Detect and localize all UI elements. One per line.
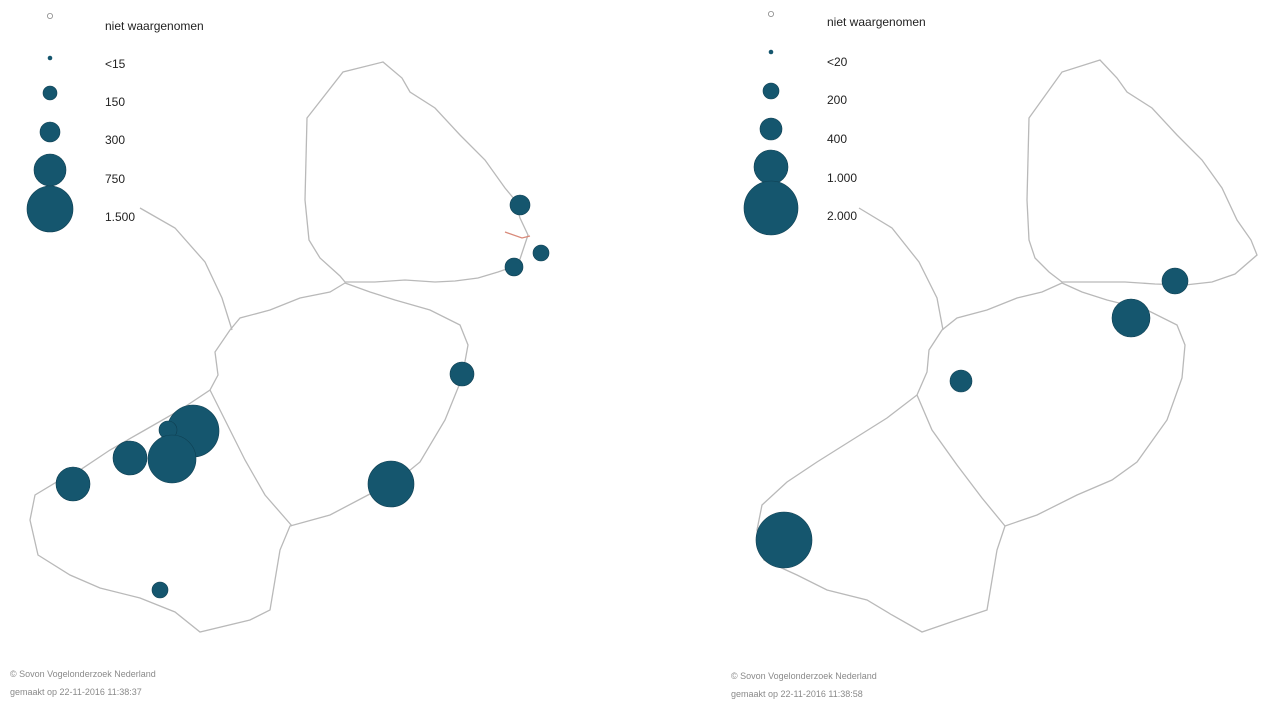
map-panel-left: niet waargenomen <15 150 300 750 1.500 bbox=[0, 0, 637, 702]
shore-highlight bbox=[504, 231, 531, 239]
polder-outline-north bbox=[1026, 59, 1258, 286]
copyright-credit: © Sovon Vogelonderzoek Nederland bbox=[731, 671, 877, 681]
map-canvas-left: niet waargenomen <15 150 300 750 1.500 bbox=[26, 12, 550, 633]
created-timestamp: gemaakt op 22-11-2016 11:38:37 bbox=[10, 687, 142, 697]
observation-markers-left bbox=[55, 194, 550, 599]
map-panel-right: niet waargenomen <20 200 400 1.000 2.000… bbox=[637, 0, 1275, 702]
legend-circle-icon bbox=[26, 185, 74, 233]
observation-marker[interactable] bbox=[55, 466, 91, 502]
observation-marker[interactable] bbox=[151, 581, 169, 599]
observation-marker[interactable] bbox=[147, 434, 197, 484]
coastline-west bbox=[139, 207, 233, 331]
legend-circle-icon bbox=[753, 149, 789, 185]
region-outlines bbox=[29, 61, 531, 633]
legend-label-class-1: <15 bbox=[105, 57, 126, 71]
legend-label-class-1: <20 bbox=[827, 55, 848, 69]
legend-label-class-3: 300 bbox=[105, 133, 125, 147]
legend-label-class-2: 150 bbox=[105, 95, 125, 109]
legend-left: niet waargenomen <15 150 300 750 1.500 bbox=[26, 12, 204, 233]
legend-label-class-4: 1.000 bbox=[827, 171, 857, 185]
legend-circle-icon bbox=[762, 82, 780, 100]
legend-not-observed-icon bbox=[767, 10, 774, 17]
created-timestamp: gemaakt op 22-11-2016 11:38:58 bbox=[731, 689, 863, 699]
observation-marker[interactable] bbox=[367, 460, 415, 508]
region-outlines bbox=[756, 59, 1258, 633]
polder-outline-north bbox=[304, 61, 529, 283]
polder-divider bbox=[916, 394, 1006, 527]
observation-marker[interactable] bbox=[504, 257, 524, 277]
observation-marker[interactable] bbox=[949, 369, 973, 393]
legend-circle-icon bbox=[39, 121, 61, 143]
observation-markers-right bbox=[755, 267, 1189, 569]
legend-circle-icon bbox=[42, 85, 58, 101]
observation-marker[interactable] bbox=[755, 511, 813, 569]
polder-outline-south bbox=[756, 282, 1186, 633]
legend-label-class-5: 2.000 bbox=[827, 209, 857, 223]
map-canvas-right: niet waargenomen <20 200 400 1.000 2.000 bbox=[743, 10, 1258, 633]
legend-circle-icon bbox=[33, 153, 67, 187]
legend-dot-icon bbox=[47, 55, 53, 61]
legend-label-class-2: 200 bbox=[827, 93, 847, 107]
observation-marker[interactable] bbox=[449, 361, 475, 387]
polder-outline-south bbox=[29, 282, 469, 633]
copyright-credit: © Sovon Vogelonderzoek Nederland bbox=[10, 669, 156, 679]
legend-label-not-observed: niet waargenomen bbox=[105, 19, 204, 33]
legend-right: niet waargenomen <20 200 400 1.000 2.000 bbox=[743, 10, 926, 236]
legend-label-not-observed: niet waargenomen bbox=[827, 15, 926, 29]
observation-marker[interactable] bbox=[1161, 267, 1189, 295]
coastline-west bbox=[858, 207, 944, 331]
legend-label-class-3: 400 bbox=[827, 132, 847, 146]
observation-marker[interactable] bbox=[112, 440, 148, 476]
legend-not-observed-icon bbox=[47, 12, 54, 19]
legend-dot-icon bbox=[768, 49, 774, 55]
legend-circle-icon bbox=[743, 180, 799, 236]
observation-marker[interactable] bbox=[532, 244, 550, 262]
legend-label-class-5: 1.500 bbox=[105, 210, 135, 224]
observation-marker[interactable] bbox=[1111, 298, 1151, 338]
observation-marker[interactable] bbox=[509, 194, 531, 216]
polder-divider bbox=[209, 389, 293, 527]
legend-circle-icon bbox=[759, 117, 783, 141]
legend-label-class-4: 750 bbox=[105, 172, 125, 186]
